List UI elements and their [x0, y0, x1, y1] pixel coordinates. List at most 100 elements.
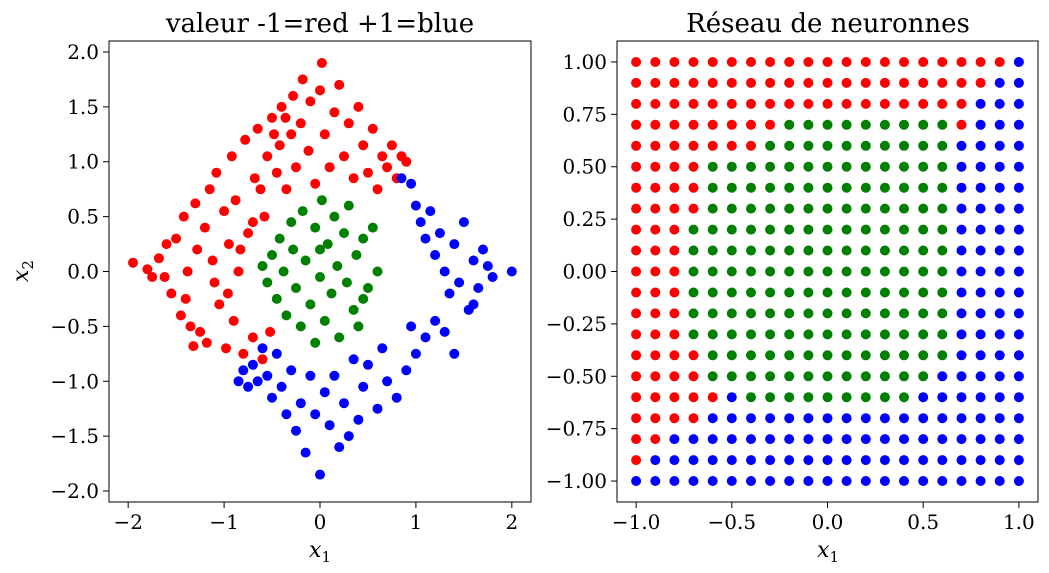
- grid-point-green: [707, 203, 718, 214]
- grid-point-green: [841, 350, 852, 361]
- grid-point-green: [899, 308, 909, 319]
- grid-point-blue: [669, 476, 680, 486]
- grid-point-green: [918, 119, 929, 130]
- grid-point-red: [650, 98, 661, 109]
- grid-point-blue: [956, 476, 967, 486]
- grid-point-blue: [956, 371, 967, 382]
- grid-point-green: [726, 350, 737, 361]
- grid-point-green: [784, 119, 795, 130]
- grid-point-red: [765, 119, 776, 130]
- data-point-blue: [267, 392, 277, 403]
- grid-point-green: [746, 329, 756, 340]
- grid-point-green: [937, 350, 948, 361]
- grid-point-red: [688, 140, 699, 151]
- grid-point-green: [879, 161, 890, 172]
- grid-point-green: [765, 245, 776, 256]
- data-point-blue: [396, 173, 407, 184]
- grid-point-blue: [956, 203, 967, 214]
- grid-point-green: [803, 245, 814, 256]
- grid-point-red: [631, 77, 642, 88]
- data-point-red: [235, 244, 246, 255]
- y-tick-label-left: −1.5: [50, 424, 99, 448]
- grid-point-blue: [1013, 476, 1024, 486]
- grid-point-red: [956, 77, 967, 88]
- data-point-red: [222, 288, 233, 299]
- data-point-green: [351, 250, 362, 260]
- grid-point-blue: [994, 119, 1005, 130]
- data-point-red: [182, 266, 193, 277]
- grid-point-red: [707, 119, 718, 130]
- data-point-blue: [247, 359, 258, 370]
- data-point-red: [386, 140, 397, 151]
- grid-point-red: [975, 57, 986, 67]
- grid-point-red: [688, 203, 699, 214]
- data-point-red: [219, 206, 230, 217]
- grid-point-green: [707, 161, 718, 172]
- grid-point-red: [631, 392, 642, 403]
- grid-point-red: [879, 98, 890, 109]
- y-axis-label-left: x2: [9, 260, 37, 282]
- grid-point-red: [669, 161, 680, 172]
- grid-point-green: [879, 329, 890, 340]
- grid-point-red: [899, 98, 909, 109]
- grid-point-green: [746, 287, 756, 298]
- grid-point-red: [669, 287, 680, 298]
- data-point-red: [372, 184, 383, 195]
- data-point-red: [281, 184, 292, 195]
- chart-title-right: Réseau de neuronnes: [686, 9, 970, 39]
- grid-point-blue: [860, 455, 871, 466]
- grid-point-red: [650, 266, 661, 277]
- grid-point-green: [765, 308, 776, 319]
- grid-point-green: [937, 203, 948, 214]
- grid-point-red: [918, 77, 929, 88]
- grid-point-green: [899, 119, 909, 130]
- data-point-red: [295, 118, 306, 129]
- grid-point-blue: [994, 392, 1005, 403]
- grid-point-blue: [956, 182, 967, 193]
- grid-point-red: [937, 98, 948, 109]
- data-point-blue: [482, 261, 493, 271]
- grid-point-red: [688, 413, 699, 424]
- grid-point-red: [860, 98, 871, 109]
- grid-point-blue: [726, 434, 737, 445]
- data-point-blue: [468, 299, 479, 310]
- grid-point-blue: [841, 476, 852, 486]
- grid-point-green: [841, 203, 852, 214]
- data-point-red: [348, 173, 359, 184]
- data-point-red: [190, 198, 201, 209]
- data-point-red: [166, 288, 177, 299]
- grid-point-red: [631, 98, 642, 109]
- grid-point-green: [803, 161, 814, 172]
- grid-point-green: [803, 182, 814, 193]
- data-point-blue: [363, 359, 373, 370]
- grid-point-green: [899, 371, 909, 382]
- grid-point-green: [746, 203, 756, 214]
- data-point-green: [329, 211, 340, 222]
- grid-point-blue: [994, 203, 1005, 214]
- grid-point-blue: [918, 434, 929, 445]
- data-point-green: [332, 261, 343, 271]
- grid-point-red: [899, 57, 909, 67]
- grid-point-blue: [1013, 266, 1024, 277]
- grid-point-blue: [899, 476, 909, 486]
- grid-point-red: [669, 203, 680, 214]
- data-point-red: [247, 217, 258, 228]
- grid-point-green: [918, 350, 929, 361]
- grid-point-green: [899, 392, 909, 403]
- grid-point-blue: [975, 266, 986, 277]
- data-point-green: [300, 255, 311, 266]
- grid-point-green: [879, 245, 890, 256]
- grid-point-green: [822, 392, 833, 403]
- data-point-red: [211, 167, 222, 178]
- grid-point-green: [784, 245, 795, 256]
- grid-point-blue: [975, 140, 986, 151]
- grid-point-green: [726, 203, 737, 214]
- grid-point-blue: [1013, 308, 1024, 319]
- grid-point-blue: [937, 476, 948, 486]
- data-point-green: [310, 222, 321, 233]
- grid-point-red: [669, 98, 680, 109]
- data-point-red: [147, 272, 158, 282]
- y-tick-label-right: −0.25: [546, 312, 607, 336]
- grid-point-blue: [918, 476, 929, 486]
- grid-point-green: [860, 161, 871, 172]
